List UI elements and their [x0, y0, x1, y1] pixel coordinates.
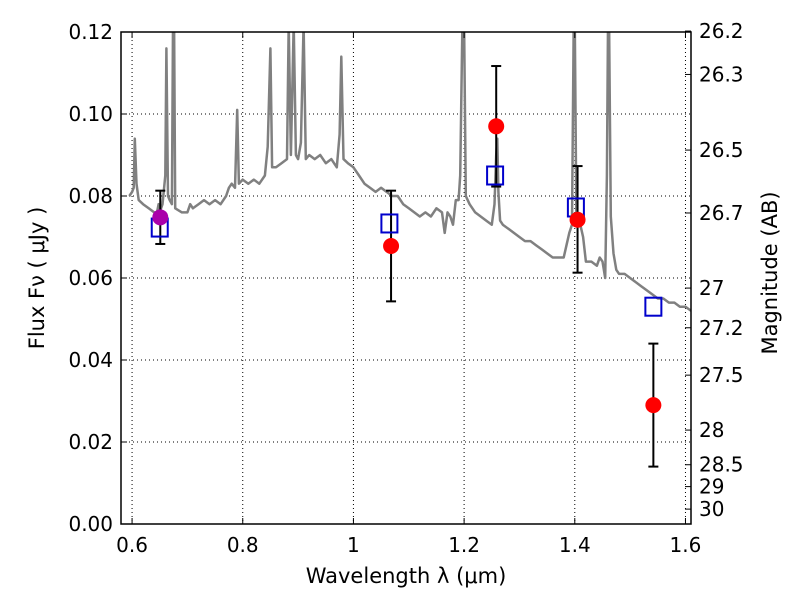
y-tick-label: 0.06 — [68, 266, 113, 290]
y-tick-label: 0.04 — [68, 348, 113, 372]
x-tick-label: 1 — [347, 533, 360, 557]
observed-flux-point — [645, 397, 662, 414]
y2-tick-label: 26.5 — [699, 138, 744, 162]
y2-tick-label: 27.2 — [699, 316, 744, 340]
y2-tick-label: 27 — [699, 276, 724, 300]
axis-ticks: 0.6 0.8 1 1.2 1.4 1.6 0.00 0.02 0.04 0.06 0.08 0.10… — [68, 19, 743, 557]
observed-flux-point — [152, 209, 169, 226]
y-tick-label: 0.00 — [68, 512, 113, 536]
x-tick-label: 1.4 — [559, 533, 591, 557]
observed-flux-point — [569, 211, 586, 228]
y2-tick-label: 27.5 — [699, 363, 744, 387]
y2-tick-label: 30 — [699, 497, 724, 521]
x-tick-label: 1.2 — [448, 533, 480, 557]
y2-axis-title: Magnitude (AB) — [758, 191, 782, 354]
x-tick-label: 0.6 — [116, 533, 148, 557]
y-tick-label: 0.08 — [68, 184, 113, 208]
x-tick-label: 0.8 — [227, 533, 259, 557]
model-flux-square — [644, 296, 663, 317]
y2-tick-label: 29 — [699, 475, 724, 499]
y-tick-label: 0.10 — [68, 102, 113, 126]
y2-tick-label: 26.3 — [699, 62, 744, 86]
y-tick-label: 0.12 — [68, 20, 113, 44]
y2-tick-label: 26.7 — [699, 201, 744, 225]
x-axis-title: Wavelength λ (μm) — [306, 564, 507, 588]
y-axis-title: Flux Fν ( μJy ) — [25, 207, 49, 350]
y2-tick-label: 28 — [699, 418, 724, 442]
x-tick-label: 1.6 — [670, 533, 702, 557]
model-flux-square — [486, 165, 505, 186]
model-flux-square — [380, 213, 399, 234]
observed-flux-point — [383, 238, 400, 255]
model-spectrum-line — [128, 32, 691, 312]
y2-tick-label: 26.2 — [699, 19, 744, 43]
y-tick-label: 0.02 — [68, 430, 113, 454]
plot-series — [128, 32, 691, 468]
observed-flux-point — [488, 118, 505, 135]
y2-tick-label: 28.5 — [699, 453, 744, 477]
